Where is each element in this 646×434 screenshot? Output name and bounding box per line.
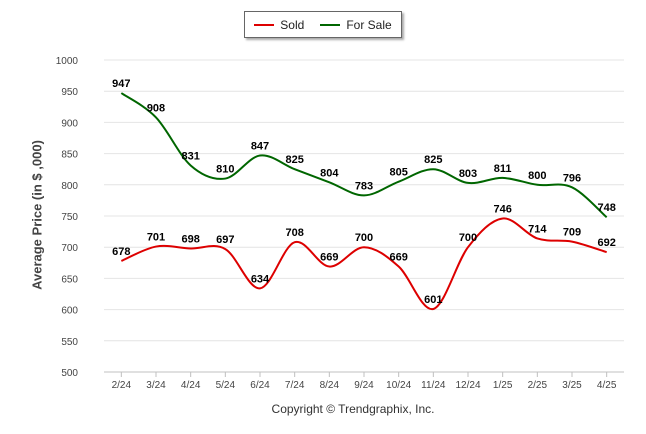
y-tick-label: 600 bbox=[61, 306, 78, 317]
y-tick-label: 550 bbox=[61, 337, 78, 348]
data-labels: 678 701 698 697 634 708 669 700 669 601 700 746 714 7… bbox=[112, 78, 616, 306]
legend: Sold For Sale bbox=[244, 11, 402, 38]
y-tick-label: 500 bbox=[61, 368, 78, 379]
x-tick-label: 4/24 bbox=[181, 380, 201, 391]
legend-label-sold: Sold bbox=[280, 17, 305, 32]
data-label: 947 bbox=[112, 78, 130, 90]
legend-swatch-sold bbox=[254, 23, 275, 26]
data-label: 796 bbox=[563, 172, 581, 184]
data-label: 697 bbox=[216, 234, 234, 246]
x-tick-label: 2/25 bbox=[528, 380, 548, 391]
y-tick-label: 850 bbox=[61, 150, 78, 161]
data-label: 748 bbox=[597, 202, 615, 214]
x-tick-label: 8/24 bbox=[320, 380, 340, 391]
y-axis-ticks: 500 550 600 650 700 750 800 850 900 950 1000 bbox=[56, 56, 79, 379]
series-lines bbox=[120, 92, 608, 310]
x-tick-label: 12/24 bbox=[455, 380, 480, 391]
data-label: 825 bbox=[285, 154, 303, 166]
data-label: 831 bbox=[181, 150, 199, 162]
data-label: 678 bbox=[112, 246, 130, 258]
y-tick-label: 700 bbox=[61, 243, 78, 254]
x-tick-label: 10/24 bbox=[386, 380, 411, 391]
data-label: 908 bbox=[147, 102, 165, 114]
data-label: 805 bbox=[389, 167, 407, 179]
y-tick-label: 900 bbox=[61, 118, 78, 129]
data-label: 708 bbox=[285, 227, 303, 239]
y-tick-label: 950 bbox=[61, 87, 78, 98]
legend-item-sold[interactable]: Sold bbox=[254, 18, 304, 32]
data-label: 634 bbox=[251, 273, 270, 285]
x-tick-label: 11/24 bbox=[421, 380, 446, 391]
data-label: 803 bbox=[459, 168, 477, 180]
data-label: 709 bbox=[563, 227, 581, 239]
legend-label-for-sale: For Sale bbox=[346, 17, 392, 32]
series-line-sold bbox=[120, 217, 607, 310]
data-label: 700 bbox=[355, 232, 373, 244]
x-tick-label: 9/24 bbox=[354, 380, 374, 391]
x-tick-label: 1/25 bbox=[493, 380, 513, 391]
data-label: 800 bbox=[528, 170, 546, 182]
data-label: 783 bbox=[355, 180, 373, 192]
x-tick-label: 3/24 bbox=[146, 380, 166, 391]
data-label: 804 bbox=[320, 167, 339, 179]
data-label: 825 bbox=[424, 154, 442, 166]
x-tick-label: 2/24 bbox=[112, 380, 132, 391]
x-tick-label: 4/25 bbox=[597, 380, 617, 391]
x-axis-ticks: 2/24 3/24 4/24 5/24 6/24 7/24 8/24 9/24 10/24 11/… bbox=[112, 372, 617, 391]
legend-item-for-sale[interactable]: For Sale bbox=[320, 17, 392, 32]
grid-lines bbox=[104, 59, 624, 373]
data-label: 847 bbox=[251, 140, 269, 152]
data-label: 714 bbox=[528, 223, 547, 235]
copyright-text: Copyright © Trendgraphix, Inc. bbox=[271, 402, 435, 416]
y-tick-label: 650 bbox=[61, 274, 78, 285]
data-label: 811 bbox=[494, 163, 512, 175]
y-tick-label: 750 bbox=[61, 212, 78, 223]
data-label: 698 bbox=[181, 233, 199, 245]
series-line-for-sale bbox=[120, 92, 608, 219]
legend-swatch-for-sale bbox=[320, 23, 341, 26]
data-label: 746 bbox=[493, 203, 511, 215]
data-label: 692 bbox=[597, 237, 615, 249]
y-tick-label: 800 bbox=[61, 181, 78, 192]
y-tick-label: 1000 bbox=[56, 56, 79, 67]
data-label: 701 bbox=[147, 232, 165, 244]
x-tick-label: 7/24 bbox=[285, 380, 305, 391]
x-tick-label: 6/24 bbox=[250, 380, 270, 391]
x-tick-label: 3/25 bbox=[562, 380, 582, 391]
x-tick-label: 5/24 bbox=[216, 380, 236, 391]
y-axis-label: Average Price (in $ ,000) bbox=[29, 140, 45, 290]
data-label: 601 bbox=[424, 294, 442, 306]
data-label: 810 bbox=[216, 164, 234, 176]
data-label: 700 bbox=[459, 232, 477, 244]
data-label: 669 bbox=[389, 252, 407, 264]
data-label: 669 bbox=[320, 252, 338, 264]
